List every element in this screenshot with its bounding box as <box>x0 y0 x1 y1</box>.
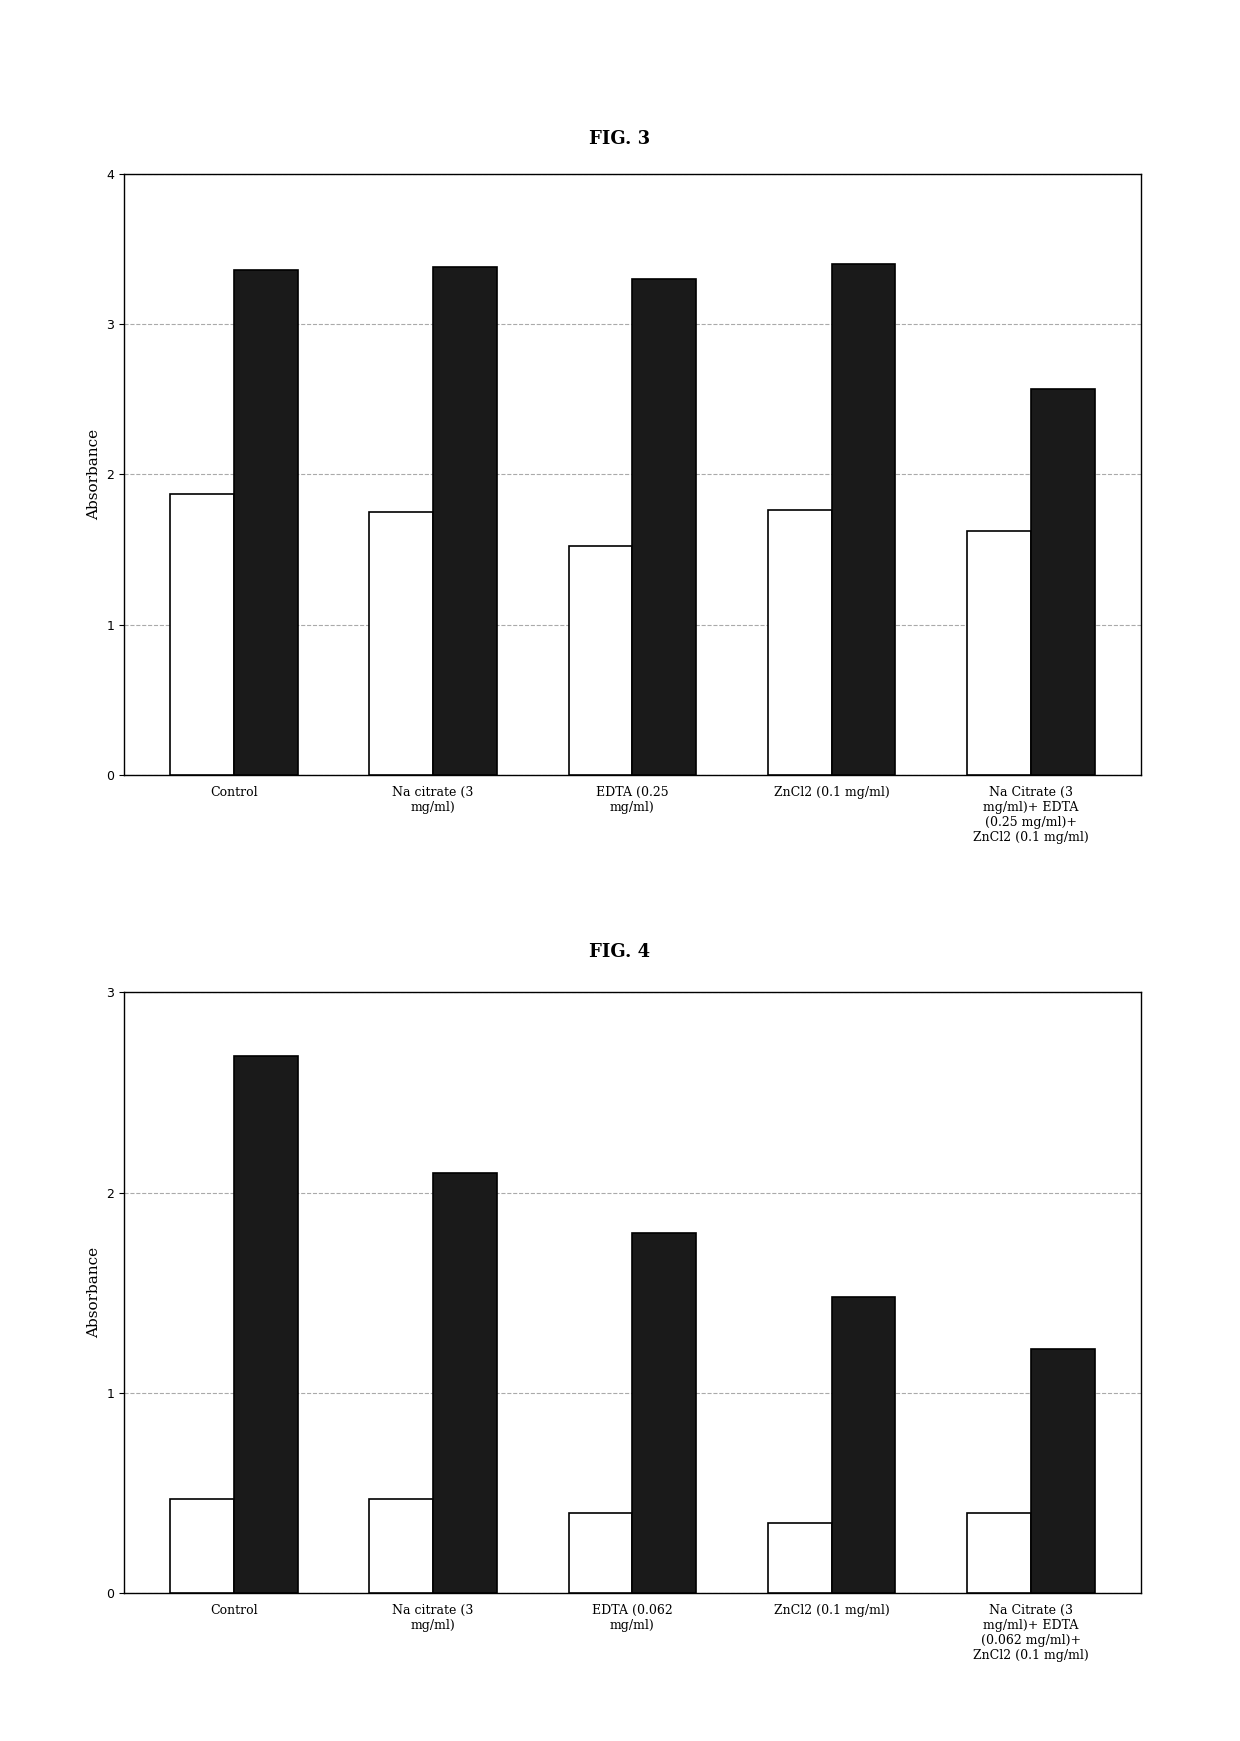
Bar <box>768 1523 832 1593</box>
Bar <box>1030 388 1095 775</box>
Bar <box>632 279 696 775</box>
Bar <box>433 266 497 775</box>
Bar <box>967 1513 1030 1593</box>
Bar <box>632 1233 696 1593</box>
Bar <box>433 1173 497 1593</box>
Bar <box>967 531 1030 775</box>
Bar <box>832 265 895 775</box>
Bar <box>234 270 298 775</box>
Bar <box>370 512 433 775</box>
Bar <box>370 1499 433 1593</box>
Bar <box>768 510 832 775</box>
Bar <box>234 1057 298 1593</box>
Bar <box>170 494 234 775</box>
Bar <box>569 1513 632 1593</box>
Text: FIG. 3: FIG. 3 <box>589 131 651 148</box>
Y-axis label: Absorbance: Absorbance <box>87 428 100 521</box>
Bar <box>569 547 632 775</box>
Legend: Growth @ 600 nm, Biofilm @ 630 nm: Growth @ 600 nm, Biofilm @ 630 nm <box>479 1031 786 1057</box>
Bar <box>1030 1349 1095 1593</box>
Text: FIG. 4: FIG. 4 <box>589 944 651 961</box>
Bar <box>832 1297 895 1593</box>
Bar <box>170 1499 234 1593</box>
Y-axis label: Absorbance: Absorbance <box>87 1247 100 1339</box>
